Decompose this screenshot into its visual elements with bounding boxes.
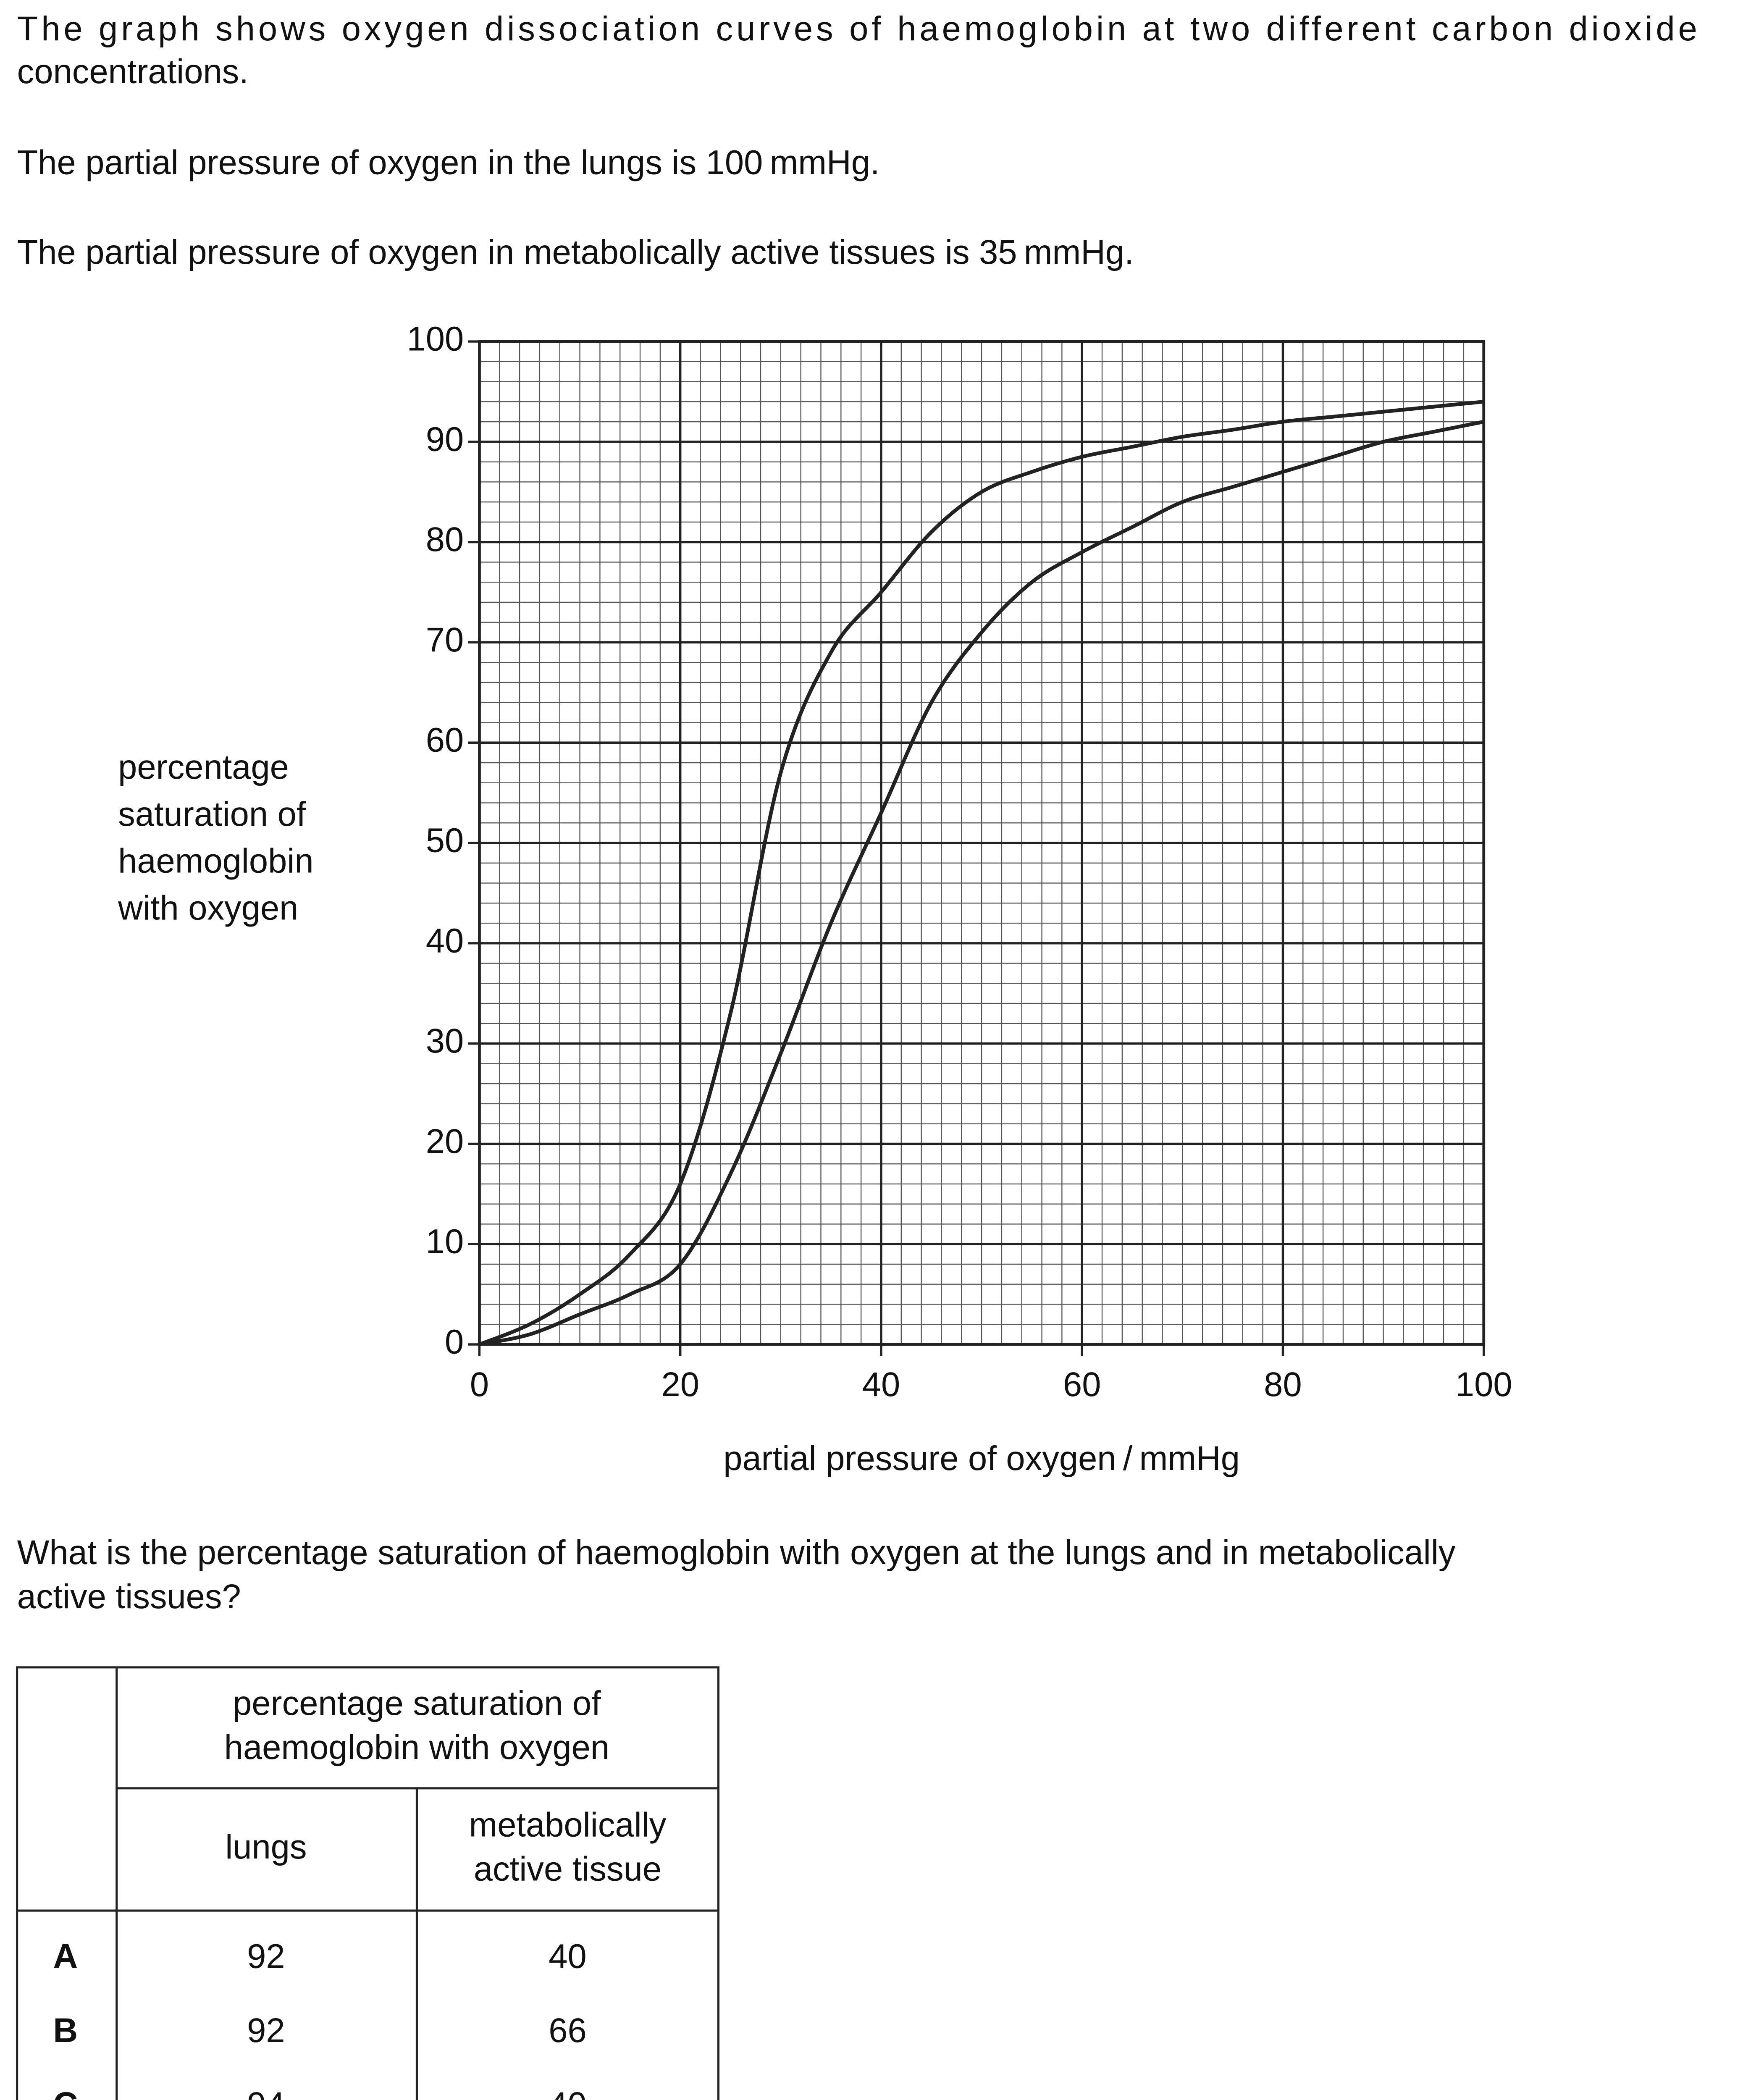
curve <box>478 399 1484 1347</box>
y-axis-label: percentage <box>118 748 289 786</box>
curve <box>479 420 1484 1347</box>
option-letter: B <box>53 2011 78 2050</box>
table-header: percentage saturation of <box>233 1684 601 1722</box>
table-cell: 94 <box>247 2085 285 2100</box>
y-tick-label: 0 <box>445 1323 464 1361</box>
table-border <box>16 1666 720 2100</box>
x-tick-label: 40 <box>862 1365 900 1404</box>
y-axis-label: saturation of <box>118 795 306 833</box>
x-tick-label: 0 <box>470 1365 489 1404</box>
y-tick-label: 70 <box>426 621 464 659</box>
question-line: active tissues? <box>17 1578 241 1616</box>
plot-frame <box>478 340 1486 1346</box>
table-frame <box>16 1666 720 2100</box>
paragraph-line: The partial pressure of oxygen in metabo… <box>17 233 1134 271</box>
y-tick-label: 100 <box>407 320 464 358</box>
column-header: lungs <box>225 1828 307 1866</box>
x-tick-label: 20 <box>661 1365 699 1404</box>
y-tick-label: 50 <box>426 822 464 860</box>
option-letter: A <box>53 1937 78 1976</box>
table-cell: 40 <box>549 2085 586 2100</box>
table-header: haemoglobin with oxygen <box>224 1728 609 1767</box>
paragraph-line: concentrations. <box>17 52 249 91</box>
table-cell: 40 <box>549 1937 586 1976</box>
y-axis-label: with oxygen <box>118 889 298 927</box>
x-tick-label: 60 <box>1063 1365 1101 1404</box>
y-tick-label: 10 <box>426 1223 464 1261</box>
y-tick-label: 60 <box>426 721 464 759</box>
y-tick-label: 90 <box>426 420 464 458</box>
table-cell: 92 <box>247 1937 285 1976</box>
x-axis-label: partial pressure of oxygen / mmHg <box>723 1439 1240 1478</box>
y-tick-label: 30 <box>426 1022 464 1060</box>
question-line: What is the percentage saturation of hae… <box>17 1533 1456 1572</box>
y-tick-label: 80 <box>426 520 464 559</box>
column-header: metabolically <box>469 1806 667 1844</box>
table-cell: 92 <box>247 2011 285 2050</box>
x-tick-label: 100 <box>1455 1365 1512 1404</box>
column-header: active tissue <box>474 1850 662 1888</box>
table-cell: 66 <box>549 2011 586 2050</box>
paragraph-line: The graph shows oxygen dissociation curv… <box>17 10 1697 48</box>
y-axis-label: haemoglobin <box>118 842 313 880</box>
x-tick-label: 80 <box>1264 1365 1302 1404</box>
y-tick-label: 20 <box>426 1122 464 1160</box>
paragraph-line: The partial pressure of oxygen in the lu… <box>17 144 880 182</box>
y-tick-label: 40 <box>426 921 464 960</box>
option-letter: C <box>53 2085 78 2100</box>
